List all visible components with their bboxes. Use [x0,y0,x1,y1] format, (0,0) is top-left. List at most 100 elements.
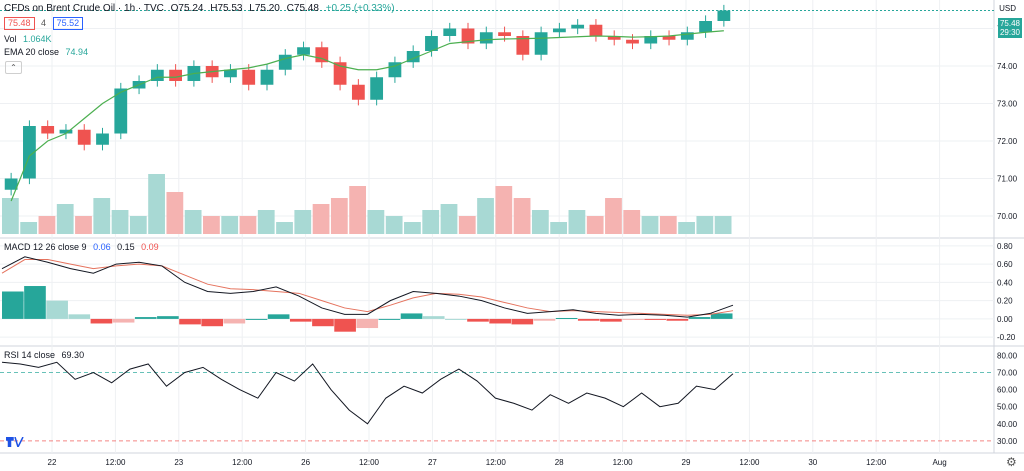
volume-bar [38,216,56,234]
volume-bar [440,204,458,234]
candle-body [242,69,256,85]
volume-bar [294,210,312,234]
ema-line [10,30,724,202]
candle-body [516,36,530,55]
buy-button[interactable]: 75.52 [52,17,84,30]
macd-histogram-bar [533,318,556,321]
ohlc-low: L75.20 [249,3,280,14]
candle-body [77,129,91,145]
macd-value-2: 0.15 [117,242,135,252]
ema-label[interactable]: EMA 20 close [4,47,60,57]
candle-body [461,28,475,44]
volume-bar [678,222,695,234]
time-tick-label: 12:00 [613,458,634,467]
macd-tick-label: 0.40 [997,278,1013,287]
macd-histogram-bar [334,318,356,332]
macd-histogram-bar [688,317,711,319]
volume-bar [659,216,677,234]
macd-histogram-bar [245,318,268,320]
volume-bar [2,198,19,234]
candle-body [388,62,402,78]
settings-gear-icon[interactable]: ⚙ [1006,455,1017,469]
candle-body [498,32,511,36]
macd-histogram-bar [112,318,135,323]
ohlc-open: O75.24 [170,3,204,14]
macd-tick-label: -0.20 [997,333,1016,342]
macd-histogram-bar [577,318,600,321]
macd-label[interactable]: MACD 12 26 close 9 [4,242,87,252]
candle-body [260,69,274,85]
volume-bar [203,216,220,234]
volume-bar [458,216,476,234]
candle-body [114,88,128,134]
macd-histogram-bar [666,318,689,321]
macd-histogram-bar [356,318,379,329]
sell-button[interactable]: 75.48 [4,17,35,30]
volume-bar [166,192,184,234]
volume-label[interactable]: Vol [4,34,17,44]
volume-bar [367,210,385,234]
tradingview-logo-icon[interactable] [5,434,24,452]
volume-bar [257,210,275,234]
candle-body [297,47,310,55]
macd-histogram-bar [68,314,91,319]
volume-bar [605,198,622,234]
candle-body [315,47,329,63]
rsi-label[interactable]: RSI 14 close [4,350,56,360]
volume-bar [349,186,366,234]
macd-value-1: 0.06 [93,242,111,252]
macd-histogram-bar [312,318,334,327]
macd-histogram-bar [223,318,246,324]
macd-histogram-bar [555,317,578,319]
currency-label[interactable]: USD [999,4,1016,13]
macd-histogram-bar [622,318,644,320]
macd-line [1,256,734,318]
time-tick-label: Aug [932,458,946,467]
rsi-tick-label: 30.00 [997,437,1018,446]
rsi-legend: RSI 14 close 69.30 [4,349,88,361]
time-tick-label: 26 [301,458,310,467]
candle-body [607,36,621,40]
time-tick-label: 12:00 [105,458,126,467]
macd-tick-label: 0.60 [997,260,1013,269]
macd-histogram-bar [179,318,201,325]
macd-histogram-bar [46,300,68,319]
last-price-value: 75.48 [999,19,1021,28]
volume-bar [586,216,604,234]
candle-body [680,32,694,40]
macd-histogram-bar [201,318,224,327]
candle-body [41,126,55,134]
rsi-tick-label: 50.00 [997,403,1018,412]
volume-bar [696,216,714,234]
candle-body [626,39,639,44]
time-tick-label: 23 [174,458,183,467]
spread-value: 4 [41,18,47,28]
volume-bar [221,216,239,234]
macd-tick-label: 0.80 [997,242,1013,251]
macd-histogram-bar [600,318,622,322]
macd-tick-label: 0.00 [997,315,1013,324]
rsi-value: 69.30 [61,350,85,360]
candle-body [96,133,109,145]
macd-histogram-bar [644,318,667,320]
macd-histogram-bar [445,318,467,320]
volume-bar [312,204,330,234]
rsi-tick-label: 70.00 [997,369,1018,378]
macd-legend: MACD 12 26 close 9 0.06 0.15 0.09 [4,241,163,253]
last-price-tag: 75.48 29:30 [998,18,1022,38]
time-tick-label: 28 [555,458,564,467]
candle-body [59,129,73,134]
ema-value: 74.94 [65,47,89,57]
price-tick-label: 70.00 [997,212,1018,221]
volume-bar [20,222,38,234]
macd-histogram-bar [90,318,113,324]
symbol-title[interactable]: CFDs on Brent Crude Oil · 1h · TVC [4,3,164,14]
macd-histogram-bar [422,316,445,319]
candle-body [699,21,712,33]
collapse-legend-button[interactable]: ⌃ [5,61,22,74]
ohlc-high: H75.53 [210,3,243,14]
candle-body [370,77,384,100]
volume-bar [531,210,549,234]
candle-body [443,28,457,36]
